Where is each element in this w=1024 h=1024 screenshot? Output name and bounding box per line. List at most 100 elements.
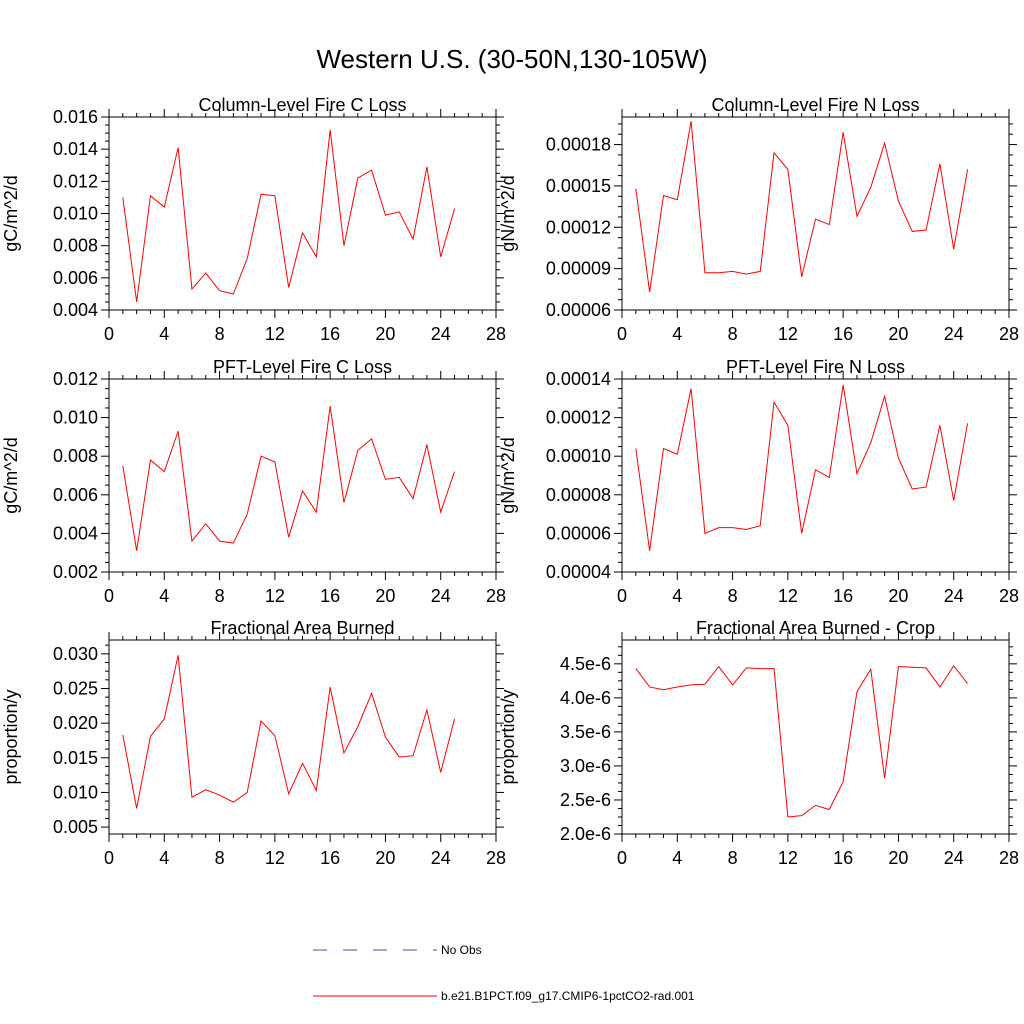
y-tick-label: 0.00006 — [546, 300, 611, 320]
x-tick-label: 28 — [999, 324, 1019, 344]
x-tick-label: 24 — [944, 586, 964, 606]
x-tick-label: 28 — [999, 848, 1019, 868]
y-tick-label: 0.006 — [53, 485, 98, 505]
y-tick-label: 0.00004 — [546, 562, 611, 582]
x-tick-label: 8 — [728, 586, 738, 606]
legend-label: b.e21.B1PCT.f09_g17.CMIP6-1pctCO2-rad.00… — [441, 989, 695, 1003]
chart-panel-2: Column-Level Fire N Loss gN/m^2/d 0 4 8 12 16 2… — [498, 95, 1019, 344]
x-tick-label: 12 — [778, 848, 798, 868]
x-tick-label: 28 — [486, 324, 506, 344]
x-tick-label: 16 — [320, 324, 340, 344]
x-tick-label: 4 — [672, 848, 682, 868]
x-tick-label: 8 — [728, 324, 738, 344]
y-tick-label: 2.0e-6 — [560, 824, 611, 844]
series-line — [122, 129, 456, 303]
panel-title: PFT-Level Fire C Loss — [213, 357, 392, 377]
x-tick-label: 12 — [265, 848, 285, 868]
y-tick-label: 0.020 — [53, 713, 98, 733]
y-tick-label: 0.010 — [53, 408, 98, 428]
x-tick-label: 24 — [944, 324, 964, 344]
x-tick-label: 8 — [215, 848, 225, 868]
x-tick-label: 28 — [999, 586, 1019, 606]
series-line — [122, 655, 456, 809]
y-tick-label: 0.00012 — [546, 217, 611, 237]
y-axis-label: gC/m^2/d — [1, 175, 21, 251]
panel-title: Fractional Area Burned — [210, 618, 394, 638]
x-tick-label: 12 — [778, 586, 798, 606]
x-tick-label: 16 — [833, 848, 853, 868]
legend-label: No Obs — [441, 943, 482, 957]
x-tick-label: 4 — [159, 586, 169, 606]
x-tick-label: 0 — [617, 324, 627, 344]
x-tick-label: 12 — [265, 324, 285, 344]
x-tick-label: 12 — [778, 324, 798, 344]
legend: No Obs b.e21.B1PCT.f09_g17.CMIP6-1pctCO2-… — [313, 943, 695, 1003]
x-tick-label: 28 — [486, 586, 506, 606]
x-tick-label: 8 — [728, 848, 738, 868]
x-tick-label: 0 — [104, 324, 114, 344]
x-tick-label: 4 — [672, 586, 682, 606]
figure-title: Western U.S. (30-50N,130-105W) — [316, 44, 707, 74]
y-tick-label: 0.016 — [53, 107, 98, 127]
chart-panel-3: PFT-Level Fire C Loss gC/m^2/d 0 4 8 12 16 20 24… — [1, 357, 506, 606]
y-tick-label: 0.006 — [53, 268, 98, 288]
y-tick-label: 0.008 — [53, 446, 98, 466]
x-tick-label: 24 — [431, 586, 451, 606]
y-tick-label: 0.012 — [53, 369, 98, 389]
y-tick-label: 0.008 — [53, 236, 98, 256]
x-tick-label: 16 — [833, 586, 853, 606]
y-axis-label: gN/m^2/d — [498, 175, 518, 251]
chart-panel-6: Fractional Area Burned - Crop proportion/… — [498, 618, 1019, 868]
chart-panel-1: Column-Level Fire C Loss gC/m^2/d 0 4 8 12 16 2… — [1, 95, 506, 344]
x-tick-label: 0 — [617, 586, 627, 606]
x-tick-label: 28 — [486, 848, 506, 868]
y-tick-label: 0.00018 — [546, 135, 611, 155]
y-tick-label: 0.014 — [53, 139, 98, 159]
y-tick-label: 3.0e-6 — [560, 756, 611, 776]
y-tick-label: 0.00009 — [546, 259, 611, 279]
y-tick-label: 0.005 — [53, 817, 98, 837]
x-tick-label: 16 — [320, 848, 340, 868]
series-line — [122, 405, 456, 551]
y-tick-label: 3.5e-6 — [560, 722, 611, 742]
x-tick-label: 24 — [944, 848, 964, 868]
y-tick-label: 0.00008 — [546, 485, 611, 505]
series-line — [635, 665, 968, 818]
series-line — [635, 121, 969, 293]
y-axis-label: gC/m^2/d — [1, 437, 21, 513]
y-tick-label: 0.00010 — [546, 446, 611, 466]
chart-panel-5: Fractional Area Burned proportion/y 0 4 8 12 1… — [1, 618, 506, 868]
x-tick-label: 0 — [104, 586, 114, 606]
x-tick-label: 20 — [888, 324, 908, 344]
y-tick-label: 0.004 — [53, 300, 98, 320]
y-tick-label: 0.00015 — [546, 176, 611, 196]
x-tick-label: 16 — [833, 324, 853, 344]
panel-title: Column-Level Fire N Loss — [711, 95, 919, 115]
y-tick-label: 0.025 — [53, 679, 98, 699]
y-tick-label: 0.010 — [53, 204, 98, 224]
x-tick-label: 0 — [104, 848, 114, 868]
x-tick-label: 4 — [672, 324, 682, 344]
x-tick-label: 20 — [375, 586, 395, 606]
x-tick-label: 20 — [375, 324, 395, 344]
x-tick-label: 16 — [320, 586, 340, 606]
y-tick-label: 0.00014 — [546, 369, 611, 389]
x-tick-label: 4 — [159, 848, 169, 868]
y-tick-label: 0.015 — [53, 748, 98, 768]
y-tick-label: 0.030 — [53, 644, 98, 664]
y-tick-label: 0.012 — [53, 171, 98, 191]
x-tick-label: 20 — [375, 848, 395, 868]
y-tick-label: 4.5e-6 — [560, 654, 611, 674]
y-tick-label: 0.00006 — [546, 523, 611, 543]
y-tick-label: 4.0e-6 — [560, 688, 611, 708]
x-tick-label: 8 — [215, 324, 225, 344]
x-tick-label: 4 — [159, 324, 169, 344]
y-tick-label: 0.010 — [53, 782, 98, 802]
x-tick-label: 20 — [888, 586, 908, 606]
panel-title: PFT-Level Fire N Loss — [726, 357, 905, 377]
x-tick-label: 24 — [431, 324, 451, 344]
y-tick-label: 0.002 — [53, 562, 98, 582]
x-tick-label: 12 — [265, 586, 285, 606]
panel-title: Fractional Area Burned - Crop — [696, 618, 935, 638]
